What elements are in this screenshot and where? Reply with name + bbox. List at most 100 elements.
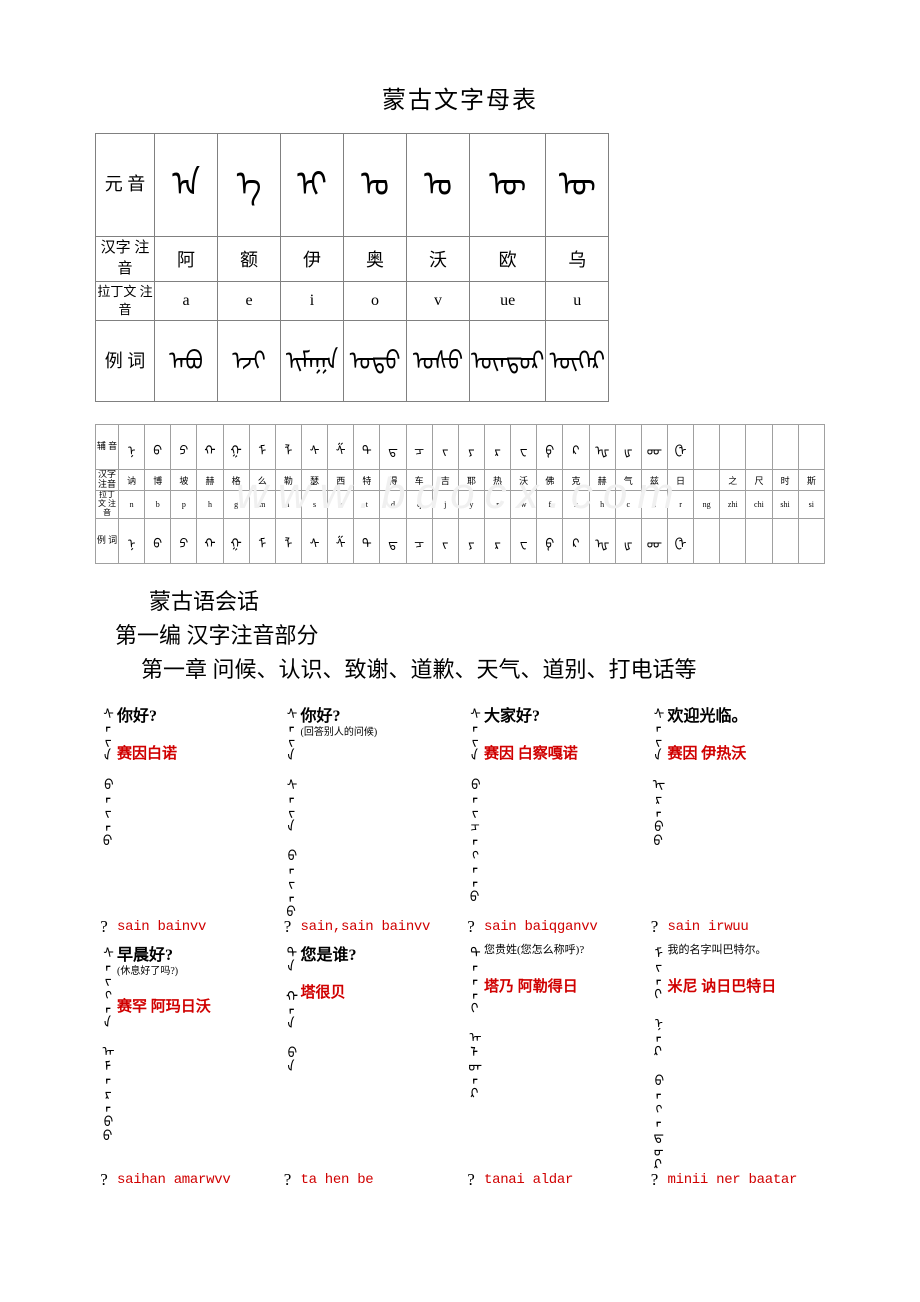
- cons-example-cell: ᠬ: [197, 518, 223, 563]
- cons-hanzi-cell: [694, 470, 720, 491]
- cons-hanzi-cell: 格: [223, 470, 249, 491]
- vowel-example-cell: ᠢᠮᠠᠭᠠ: [281, 321, 344, 402]
- cons-latin-cell: g: [223, 491, 249, 518]
- vowel-latin-cell: ue: [470, 282, 546, 321]
- vowel-table: 元 音 ᠠ ᠡ ᠢ ᠣ ᠤ ᠥ ᠦ 汉字 注音 阿 额 伊 奥 沃 欧 乌 拉丁…: [95, 133, 609, 402]
- cons-hanzi-cell: 兹: [641, 470, 667, 491]
- phrase-mongolian-col: ᠲᠠᠨᠠᠢ ᠠᠯᠳᠠᠷ?: [462, 941, 480, 1188]
- phrase-text-col: 你好? 赛因白诺 sain bainvv: [113, 702, 275, 935]
- phrase-subtitle: (休息好了吗?): [117, 962, 275, 977]
- phrase-mongolian-col: ᠲᠠ ᠬᠡᠨ ᠪᠡ?: [279, 941, 297, 1188]
- mong-glyph: ᠤ: [424, 167, 452, 203]
- phrase-pinyin-cn: 塔很贝: [301, 981, 459, 1002]
- mong-glyph: ᠣ: [361, 167, 389, 203]
- cons-example-cell: ᠹ: [537, 518, 563, 563]
- cons-example-cell: [694, 518, 720, 563]
- mong-glyph: ᠥ: [489, 167, 526, 203]
- mong-glyph: ᠢ: [297, 167, 327, 203]
- phrase-pinyin-cn: 赛因白诺: [117, 742, 275, 763]
- phrase-mongolian-col: ᠰᠠᠢᠨ ᠪᠠᠢᠨᠤ?: [95, 702, 113, 935]
- cons-example-cell: ᠨ: [119, 518, 145, 563]
- cons-latin-cell: x: [328, 491, 354, 518]
- phrase-pinyin-latin: tanai aldar: [484, 1172, 642, 1188]
- vowel-rowhead-1: 元 音: [96, 134, 155, 237]
- cons-glyph-cell: ᠷ: [484, 425, 510, 470]
- cons-example-cell: [772, 518, 798, 563]
- cons-latin-cell: j: [432, 491, 458, 518]
- cons-glyph-cell: ᠳ: [380, 425, 406, 470]
- vowel-example-cell: ᠠᠪᠤ: [155, 321, 218, 402]
- cons-latin-cell: r: [484, 491, 510, 518]
- cons-example-cell: ᠭ: [223, 518, 249, 563]
- mong-glyph: ᠦ: [559, 167, 596, 203]
- cons-glyph-cell: ᠲ: [354, 425, 380, 470]
- cons-hanzi-cell: 赫: [589, 470, 615, 491]
- phrase-pinyin-latin: minii ner baatar: [668, 1172, 826, 1188]
- cons-hanzi-cell: 特: [354, 470, 380, 491]
- cons-example-cell: ᠰ: [301, 518, 327, 563]
- cons-glyph-cell: ᠯ: [275, 425, 301, 470]
- cons-example-cell: ᠲ: [354, 518, 380, 563]
- phrase-chinese: 你好?: [117, 702, 275, 724]
- cons-hanzi-cell: 车: [406, 470, 432, 491]
- cons-example-cell: ᠵ: [432, 518, 458, 563]
- section-1-title: 蒙古语会话: [149, 584, 825, 616]
- cons-example-cell: ᠶ: [458, 518, 484, 563]
- phrase-card: ᠰᠠᠢᠨ ᠪᠠᠢᠴᠠᠭᠠᠨᠤ?大家好?赛因 白察嘎诺sain baiqganvv: [462, 702, 642, 941]
- phrase-text-col: 大家好?赛因 白察嘎诺sain baiqganvv: [480, 702, 642, 935]
- phrase-text-col: 您贵姓(您怎么称呼)?塔乃 阿勒得日tanai aldar: [480, 941, 642, 1188]
- vowel-glyph-cell: ᠢ: [281, 134, 344, 237]
- cons-latin-cell: r: [667, 491, 693, 518]
- cons-glyph-cell: ᠱ: [328, 425, 354, 470]
- cons-glyph-cell: [746, 425, 772, 470]
- cons-glyph-cell: ᠮ: [249, 425, 275, 470]
- vowel-hanzi-cell: 阿: [155, 237, 218, 282]
- cons-latin-cell: si: [798, 491, 824, 518]
- cons-latin-cell: zhi: [720, 491, 746, 518]
- cons-glyph-cell: ᠿ: [667, 425, 693, 470]
- cons-example-cell: ᠳ: [380, 518, 406, 563]
- phrase-pinyin-cn: 米尼 讷日巴特日: [668, 975, 826, 996]
- cons-example-cell: ᠾ: [589, 518, 615, 563]
- cons-glyph-cell: [694, 425, 720, 470]
- cons-hanzi-cell: 赫: [197, 470, 223, 491]
- phrase-pinyin-latin: sain baiqganvv: [484, 919, 642, 935]
- cons-hanzi-cell: 么: [249, 470, 275, 491]
- cons-glyph-cell: [798, 425, 824, 470]
- cons-glyph-cell: [720, 425, 746, 470]
- cons-example-cell: ᡁ: [615, 518, 641, 563]
- vowel-latin-cell: v: [407, 282, 470, 321]
- phrase-mongolian-col: ᠮᠢᠨᠢ ᠨᠡᠷ ᠪᠠᠭᠠᠲᠤᠷ?: [646, 941, 664, 1188]
- vowel-row-example: 例 词 ᠠᠪᠤ ᠡᠵᠢ ᠢᠮᠠᠭᠠ ᠣᠳᠣ ᠤᠰᠤ ᠥᠨᠳᠥᠷ ᠦᠬᠡᠷ: [96, 321, 609, 402]
- cons-hanzi-cell: 克: [563, 470, 589, 491]
- cons-hanzi-cell: 尺: [746, 470, 772, 491]
- phrase-card: ᠮᠢᠨᠢ ᠨᠡᠷ ᠪᠠᠭᠠᠲᠤᠷ?我的名字叫巴特尔。米尼 讷日巴特日minii …: [646, 941, 826, 1194]
- phrase-pinyin-latin: ta hen be: [301, 1172, 459, 1188]
- cons-hanzi-cell: 坡: [171, 470, 197, 491]
- vowel-row-hanzi: 汉字 注音 阿 额 伊 奥 沃 欧 乌: [96, 237, 609, 282]
- cons-glyph-cell: ᠪ: [145, 425, 171, 470]
- cons-example-cell: [720, 518, 746, 563]
- phrase-row-2: ᠰᠠᠢᠬᠠᠨ ᠠᠮᠠᠷᠠᠪᠤ?早晨好?(休息好了吗?)赛罕 阿玛日沃saihan…: [95, 941, 825, 1194]
- phrase-pinyin-latin: sain bainvv: [117, 919, 275, 935]
- main-title: 蒙古文字母表: [95, 80, 825, 115]
- cons-latin-cell: k: [563, 491, 589, 518]
- vowel-rowhead-4: 例 词: [96, 321, 155, 402]
- cons-glyph-cell: ᠫ: [171, 425, 197, 470]
- cons-example-cell: [746, 518, 772, 563]
- cons-example-cell: ᠮ: [249, 518, 275, 563]
- phrase-mongolian-col: ᠰᠠᠢᠨ ᠢᠷᠡᠪᠦ?: [646, 702, 664, 935]
- cons-example-cell: ᠫ: [171, 518, 197, 563]
- cons-hanzi-cell: 讷: [119, 470, 145, 491]
- vowel-glyph-cell: ᠥ: [470, 134, 546, 237]
- cons-latin-cell: chi: [746, 491, 772, 518]
- vowel-hanzi-cell: 欧: [470, 237, 546, 282]
- cons-hanzi-cell: 耶: [458, 470, 484, 491]
- vowel-hanzi-cell: 奥: [344, 237, 407, 282]
- cons-latin-cell: q: [406, 491, 432, 518]
- cons-hanzi-cell: 之: [720, 470, 746, 491]
- mong-example: ᠤᠰᠤ: [413, 348, 463, 374]
- vowel-glyph-cell: ᠦ: [546, 134, 609, 237]
- vowel-example-cell: ᠤᠰᠤ: [407, 321, 470, 402]
- section-3-title: 第一章 问候、认识、致谢、道歉、天气、道别、打电话等: [141, 652, 825, 684]
